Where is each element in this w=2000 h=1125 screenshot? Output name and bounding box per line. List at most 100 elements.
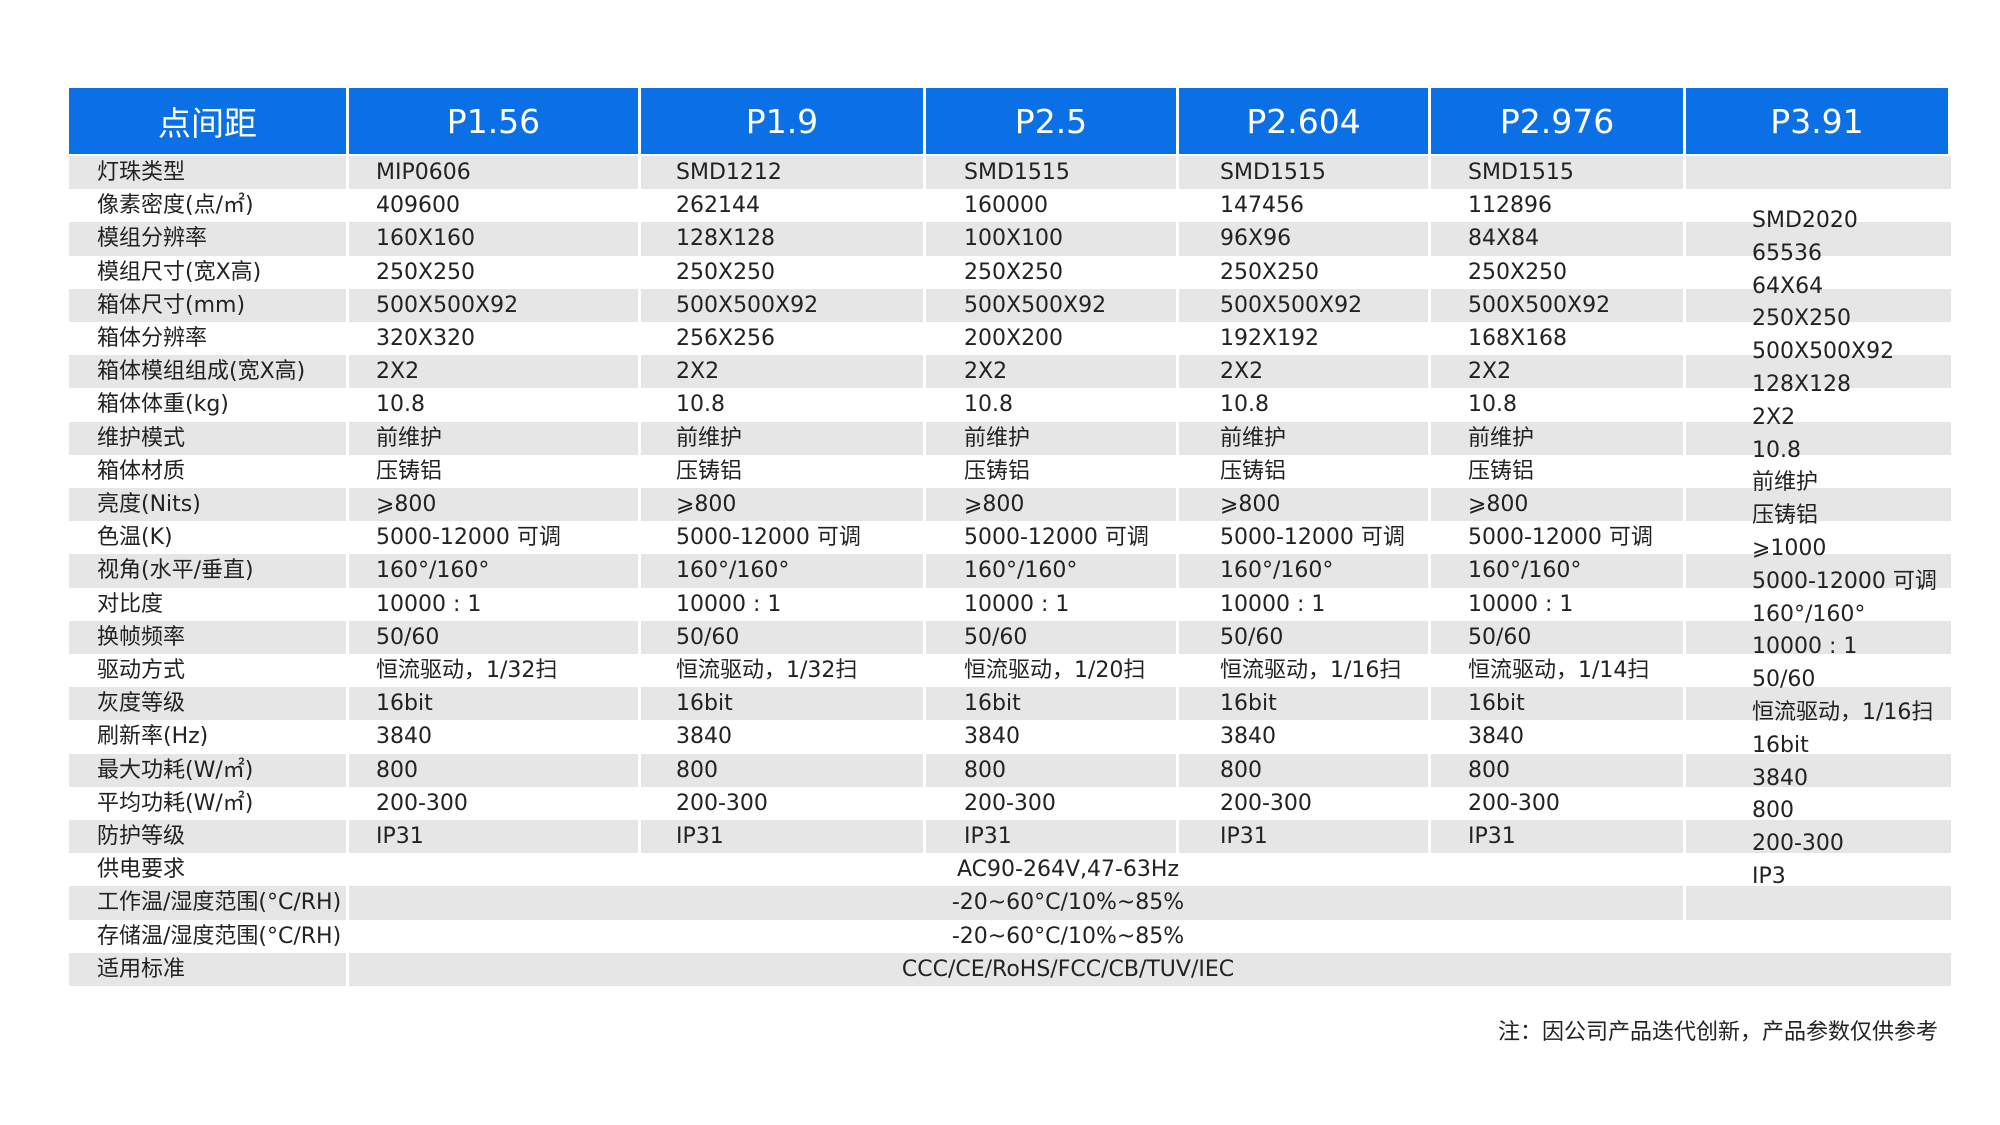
cell: 10.8 <box>1220 392 1269 418</box>
row-bg <box>69 355 1951 389</box>
cell: 250X250 <box>1468 259 1568 285</box>
header-cell: P2.976 <box>1431 88 1683 154</box>
cell: 16bit <box>1468 691 1525 717</box>
cell: 10.8 <box>1752 437 1801 463</box>
cell: 压铸铝 <box>964 458 1031 484</box>
row-bg <box>69 820 1951 854</box>
cell: 2X2 <box>1752 404 1796 430</box>
cell: IP31 <box>1468 824 1516 849</box>
cell: 5000-12000 可调 <box>964 525 1149 551</box>
row-label: 适用标准 <box>97 956 186 982</box>
cell: 3840 <box>1752 765 1808 791</box>
cell: 前维护 <box>676 425 743 451</box>
cell: 压铸铝 <box>676 458 743 484</box>
cell: 恒流驱动，1/32扫 <box>676 658 858 683</box>
cell: ⩾800 <box>964 492 1025 517</box>
row-bg <box>69 654 1951 688</box>
cell: ⩾1000 <box>1752 536 1827 561</box>
cell: 5000-12000 可调 <box>1468 525 1653 551</box>
cell: 10000 : 1 <box>964 591 1070 617</box>
cell: 3840 <box>1468 724 1524 750</box>
row-label: 最大功耗(W/㎡) <box>97 757 254 783</box>
cell: 192X192 <box>1220 326 1320 351</box>
header-cell: P2.5 <box>926 88 1176 154</box>
cell: 3840 <box>964 724 1020 750</box>
cell: 96X96 <box>1220 226 1292 252</box>
row-bg <box>69 587 1951 621</box>
row-bg <box>69 554 1951 588</box>
header-cell: P1.9 <box>641 88 923 154</box>
cell: 200X200 <box>964 326 1064 351</box>
row-label: 驱动方式 <box>97 658 186 683</box>
cell: 128X128 <box>676 226 776 252</box>
cell: SMD1515 <box>964 160 1070 185</box>
cell: 160X160 <box>376 226 476 252</box>
cell: 500X500X92 <box>376 292 519 318</box>
row-label: 亮度(Nits) <box>97 492 201 517</box>
cell: 800 <box>964 757 1006 783</box>
cell: 恒流驱动，1/32扫 <box>376 658 558 683</box>
row-label: 色温(K) <box>97 525 173 551</box>
cell: 65536 <box>1752 240 1822 266</box>
cell: 5000-12000 可调 <box>1220 525 1405 551</box>
cell: 压铸铝 <box>376 458 443 484</box>
row-label: 刷新率(Hz) <box>97 724 209 750</box>
cell: 10.8 <box>964 392 1013 418</box>
cell: 10000 : 1 <box>1752 634 1858 660</box>
cell: 50/60 <box>1752 667 1816 693</box>
cell: 恒流驱动，1/20扫 <box>964 658 1146 683</box>
header-cell: 点间距 <box>69 88 346 154</box>
cell: 恒流驱动，1/14扫 <box>1468 658 1650 683</box>
cell: IP31 <box>964 824 1012 849</box>
cell: 2X2 <box>676 359 720 385</box>
header-cell: P2.604 <box>1179 88 1428 154</box>
row-bg <box>69 620 1951 654</box>
cell: 2X2 <box>376 359 420 385</box>
cell: 2X2 <box>1468 359 1512 385</box>
cell: SMD2020 <box>1752 208 1858 233</box>
row-label: 像素密度(点/㎡) <box>97 193 254 219</box>
cell: 前维护 <box>1752 470 1819 496</box>
merged-cell: CCC/CE/RoHS/FCC/CB/TUV/IEC <box>901 956 1235 982</box>
header-cell: P1.56 <box>349 88 638 154</box>
col-sep <box>923 156 926 854</box>
row-label: 工作温/湿度范围(°C/RH) <box>97 890 342 916</box>
row-bg <box>69 521 1951 555</box>
cell: 10.8 <box>676 392 725 418</box>
cell: 168X168 <box>1468 326 1568 351</box>
merged-cell: -20~60°C/10%~85% <box>951 890 1185 916</box>
row-bg <box>69 853 1951 887</box>
cell: 10.8 <box>376 392 425 418</box>
row-label: 对比度 <box>97 591 164 617</box>
cell: 128X128 <box>1752 372 1852 397</box>
cell: 3840 <box>676 724 732 750</box>
cell: 800 <box>1468 757 1510 783</box>
cell: ⩾800 <box>676 492 737 517</box>
col-sep <box>1176 156 1179 854</box>
cell: 50/60 <box>676 624 740 650</box>
cell: 2X2 <box>1220 359 1264 385</box>
cell: 160°/160° <box>676 558 790 584</box>
cell: SMD1515 <box>1468 160 1574 185</box>
cell: 5000-12000 可调 <box>676 525 861 551</box>
cell: 160°/160° <box>376 558 490 584</box>
cell: 100X100 <box>964 226 1064 252</box>
row-label: 防护等级 <box>97 824 186 849</box>
cell: 256X256 <box>676 326 776 351</box>
cell: 500X500X92 <box>676 292 819 318</box>
row-label: 模组分辨率 <box>97 226 208 252</box>
row-label: 视角(水平/垂直) <box>97 558 254 584</box>
cell: MIP0606 <box>376 160 471 185</box>
row-bg <box>69 786 1951 820</box>
row-label: 存储温/湿度范围(°C/RH) <box>97 923 342 949</box>
cell: 10000 : 1 <box>376 591 482 617</box>
col-sep <box>346 156 349 986</box>
row-label: 供电要求 <box>97 857 186 883</box>
cell: 200-300 <box>1468 790 1560 816</box>
row-label: 平均功耗(W/㎡) <box>97 790 254 816</box>
cell: IP31 <box>376 824 424 849</box>
row-label: 箱体模组组成(宽X高) <box>97 359 306 385</box>
cell: 200-300 <box>676 790 768 816</box>
cell: 250X250 <box>676 259 776 285</box>
cell: 800 <box>1752 798 1794 824</box>
